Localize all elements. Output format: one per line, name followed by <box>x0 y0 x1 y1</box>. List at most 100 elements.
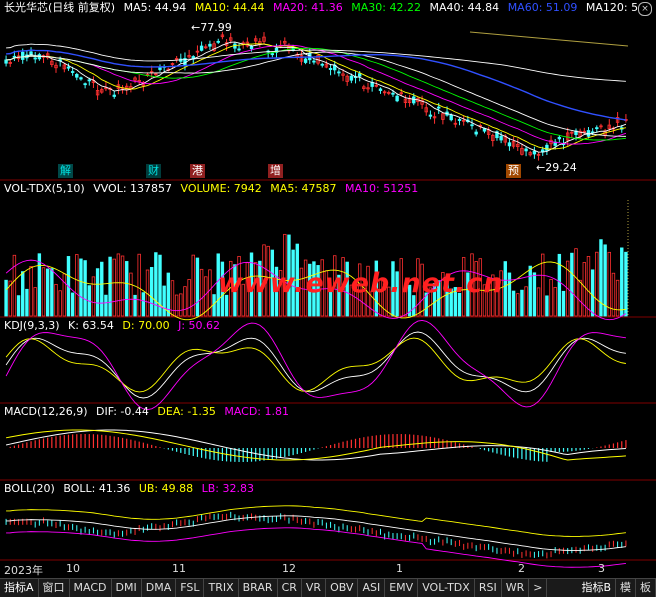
tab-dmi[interactable]: DMI <box>112 579 142 597</box>
tab-wr[interactable]: WR <box>502 579 530 597</box>
tab-obv[interactable]: OBV <box>326 579 359 597</box>
candle-body <box>216 40 220 43</box>
tab-more-arrow[interactable]: > <box>529 579 548 597</box>
volume-bar <box>299 267 304 317</box>
candle-body <box>395 95 399 102</box>
event-tag-forecast[interactable]: 预 <box>506 164 521 178</box>
tab-rsi[interactable]: RSI <box>475 579 502 597</box>
tab-macd[interactable]: MACD <box>70 579 112 597</box>
event-tag-finance[interactable]: 财 <box>146 164 161 178</box>
volume-bar <box>395 271 399 317</box>
candle-body <box>129 86 133 89</box>
volume-bar <box>424 292 428 317</box>
tab-template-1[interactable]: 模 <box>616 579 636 597</box>
candle-body <box>70 71 75 73</box>
volume-bar <box>241 283 245 317</box>
volume-bar <box>553 286 557 317</box>
volume-bar <box>249 252 254 317</box>
close-icon[interactable]: × <box>638 2 652 16</box>
macd-line <box>5 429 626 461</box>
candle-body <box>29 51 33 56</box>
kdj-j: J: 50.62 <box>178 319 221 332</box>
volume-bar <box>274 266 279 317</box>
xaxis-label-mar: 3 <box>598 562 605 575</box>
volume-bar <box>291 249 295 317</box>
volume-bar <box>216 253 220 317</box>
volume-bar <box>158 254 162 317</box>
candle-body <box>253 38 258 42</box>
candle-body <box>607 124 611 130</box>
candle-body <box>12 55 17 58</box>
volume-bar <box>303 259 308 317</box>
candle-body <box>174 58 179 60</box>
volume-bar <box>345 261 349 317</box>
tab-fsl[interactable]: FSL <box>176 579 205 597</box>
volume-bar <box>21 271 25 317</box>
tab-vr[interactable]: VR <box>302 579 327 597</box>
candle-body <box>50 60 54 65</box>
ma-line <box>6 49 627 121</box>
tab-brar[interactable]: BRAR <box>239 579 278 597</box>
volume-bar <box>79 258 83 317</box>
volume-bar <box>541 253 545 317</box>
volume-bar <box>337 274 341 317</box>
candle-body <box>470 124 474 127</box>
high-price-value: 77.99 <box>200 21 232 34</box>
macd-line <box>5 429 626 461</box>
candle-body <box>4 59 8 64</box>
volume-bar <box>357 263 362 317</box>
candle-body <box>403 98 408 104</box>
volume-bar <box>387 286 391 317</box>
main-legend: 长光华芯(日线 前复权) MA5: 44.94 MA10: 44.44 MA20… <box>4 1 643 15</box>
volume-bar <box>220 261 225 317</box>
volume-bar <box>474 261 478 317</box>
volume-bar <box>549 278 553 317</box>
event-tag-hk[interactable]: 港 <box>190 164 205 178</box>
candle-body <box>399 92 403 95</box>
volume-bar <box>495 280 499 317</box>
volume-bar <box>266 245 270 317</box>
event-tag-increase[interactable]: 增 <box>268 164 283 178</box>
volume-bar <box>574 248 578 317</box>
volume-bar <box>461 257 466 317</box>
tab-indicator-b[interactable]: 指标B <box>577 579 616 597</box>
volume-bar <box>112 258 116 317</box>
volume-bar <box>91 276 96 317</box>
volume-bar <box>482 284 487 317</box>
tab-window[interactable]: 窗口 <box>39 579 70 597</box>
volume-bar <box>353 283 358 317</box>
volume-bar <box>199 268 204 317</box>
kdj-line <box>5 331 626 399</box>
macd-dea: DEA: -1.35 <box>157 405 216 418</box>
volume-bar <box>582 262 587 317</box>
candle-body <box>79 77 83 80</box>
ma5-label: MA5: 44.94 <box>123 1 187 14</box>
tab-trix[interactable]: TRIX <box>204 579 239 597</box>
candle-body <box>204 46 208 49</box>
volume-bar <box>83 260 87 317</box>
event-tag-unlock[interactable]: 解 <box>58 164 73 178</box>
candle-body <box>237 48 241 51</box>
volume-bar <box>491 274 495 317</box>
candle-body <box>374 84 379 87</box>
tab-template-2[interactable]: 板 <box>636 579 656 597</box>
volume-bar <box>328 290 333 317</box>
candle-body <box>220 34 225 38</box>
volume-bar <box>174 294 179 317</box>
tab-asi[interactable]: ASI <box>358 579 386 597</box>
candle-body <box>33 57 37 60</box>
tab-indicator-a[interactable]: 指标A <box>0 579 39 597</box>
ma10-label: MA10: 44.44 <box>194 1 265 14</box>
tab-vol-tdx[interactable]: VOL-TDX <box>418 579 475 597</box>
tab-dma[interactable]: DMA <box>142 579 177 597</box>
volume-bar <box>204 276 208 317</box>
candle-body <box>570 131 574 134</box>
xaxis-label-feb: 2 <box>518 562 525 575</box>
candle-body <box>249 45 254 50</box>
xaxis-label-jan: 1 <box>396 562 403 575</box>
tab-emv[interactable]: EMV <box>385 579 419 597</box>
volume-bar <box>536 287 541 317</box>
volume-bar <box>170 280 175 317</box>
tab-cr[interactable]: CR <box>278 579 302 597</box>
